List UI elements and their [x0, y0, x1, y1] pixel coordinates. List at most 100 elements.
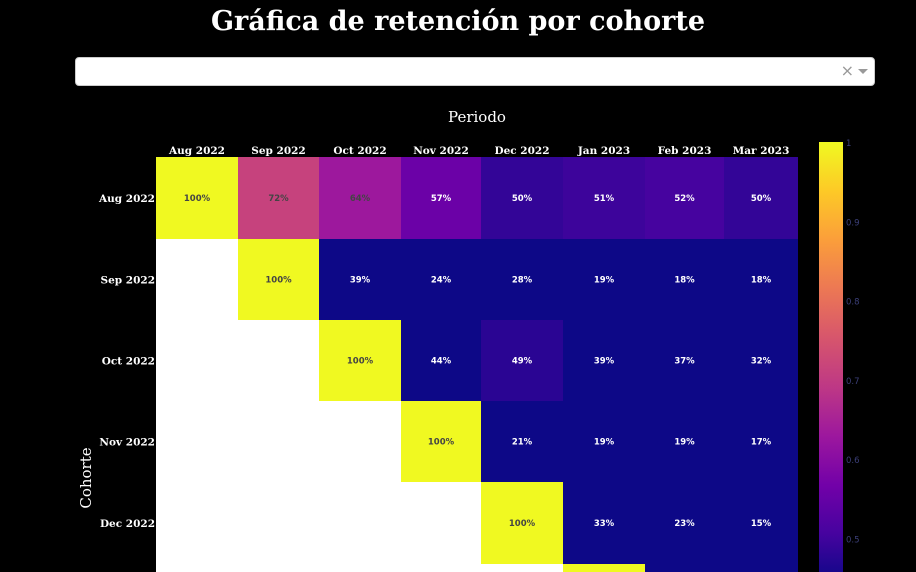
colorbar-tick-label: 0.5 — [846, 536, 860, 546]
x-tick-label: Mar 2023 — [733, 145, 790, 157]
colorbar-tick-label: 0.9 — [846, 218, 860, 228]
cell-value-label: 72% — [268, 194, 289, 204]
y-tick-label: Sep 2022 — [101, 275, 155, 287]
heatmap-cell — [724, 482, 798, 564]
x-axis-ticks: Aug 2022 Sep 2022 Oct 2022 Nov 2022 Dec 2022… — [168, 145, 789, 157]
heatmap-cell — [238, 482, 319, 564]
cell-value-label: 100% — [509, 519, 536, 529]
cell-value-label: 15% — [751, 519, 772, 529]
cell-value-label: 33% — [594, 519, 615, 529]
colorbar-tick-label: 0.7 — [846, 377, 860, 387]
heatmap-cell — [481, 482, 563, 564]
heatmap-cell — [156, 564, 238, 572]
heatmap-cell — [238, 564, 319, 572]
heatmap-cell — [645, 564, 724, 572]
cell-value-label: 19% — [674, 438, 695, 448]
heatmap-cell — [481, 320, 563, 401]
heatmap-cell — [156, 320, 238, 401]
cell-value-label: 32% — [751, 357, 772, 367]
heatmap-cell — [319, 482, 401, 564]
heatmap-cell — [156, 239, 238, 320]
cell-value-label: 100% — [347, 357, 374, 367]
heatmap-cell — [645, 320, 724, 401]
cell-value-label: 18% — [751, 276, 772, 286]
cell-value-label: 24% — [431, 276, 452, 286]
cell-value-label: 39% — [350, 276, 371, 286]
heatmap-cell — [481, 239, 563, 320]
cell-value-label: 19% — [594, 276, 615, 286]
colorbar-tick-label: 0.8 — [846, 298, 860, 308]
cell-value-label: 37% — [674, 357, 695, 367]
heatmap-cell — [319, 564, 401, 572]
heatmap-cell — [319, 401, 401, 482]
cell-value-label: 64% — [350, 194, 371, 204]
colorbar-tick-label: 1 — [846, 139, 851, 149]
x-tick-label: Oct 2022 — [333, 145, 386, 157]
x-tick-label: Jan 2023 — [577, 145, 630, 157]
heatmap-cell — [563, 320, 645, 401]
cell-value-label: 50% — [751, 194, 772, 204]
heatmap-cell — [401, 564, 481, 572]
y-tick-label: Aug 2022 — [98, 193, 155, 205]
heatmap-cell — [645, 482, 724, 564]
heatmap-cell — [156, 157, 238, 239]
heatmap-cell — [238, 157, 319, 239]
heatmap-cell — [724, 157, 798, 239]
heatmap-cell — [319, 320, 401, 401]
heatmap-cell — [401, 239, 481, 320]
heatmap-cell — [481, 564, 563, 572]
heatmap-cell — [401, 157, 481, 239]
x-tick-label: Aug 2022 — [168, 145, 225, 157]
cell-value-label: 52% — [674, 194, 695, 204]
cell-value-label: 39% — [594, 357, 615, 367]
heatmap-cell — [319, 239, 401, 320]
chart-title: Gráfica de retención por cohorte — [210, 6, 706, 37]
x-tick-label: Dec 2022 — [494, 145, 549, 157]
cohort-dropdown[interactable]: × — [75, 57, 875, 86]
heatmap-cell-labels: 100% 72% 64% 57% 50% 51% 52% 50% 100% 39% 24% 28% 19… — [184, 194, 772, 529]
heatmap-cell — [401, 320, 481, 401]
clear-icon[interactable]: × — [840, 61, 854, 80]
heatmap-cell — [563, 482, 645, 564]
y-tick-label: Oct 2022 — [102, 356, 155, 368]
heatmap-cell — [724, 564, 798, 572]
y-axis-ticks: Aug 2022 Sep 2022 Oct 2022 Nov 2022 Dec 2022 — [98, 193, 155, 530]
colorbar: 1 0.9 0.8 0.7 0.6 0.5 — [819, 139, 860, 572]
heatmap-cell — [401, 482, 481, 564]
x-tick-label: Nov 2022 — [413, 145, 469, 157]
heatmap-cell — [156, 482, 238, 564]
heatmap-cell — [481, 401, 563, 482]
y-tick-label: Dec 2022 — [100, 518, 155, 530]
heatmap-cell — [401, 401, 481, 482]
x-axis-title: Periodo — [448, 108, 506, 126]
cell-value-label: 50% — [512, 194, 533, 204]
colorbar-gradient — [819, 142, 843, 572]
heatmap-cells — [156, 157, 798, 572]
colorbar-tick-label: 0.6 — [846, 456, 860, 466]
cell-value-label: 49% — [512, 357, 533, 367]
cell-value-label: 23% — [674, 519, 695, 529]
heatmap-cell — [563, 239, 645, 320]
cell-value-label: 51% — [594, 194, 615, 204]
cell-value-label: 57% — [431, 194, 452, 204]
heatmap-cell — [645, 401, 724, 482]
cell-value-label: 19% — [594, 438, 615, 448]
heatmap-cell — [319, 157, 401, 239]
heatmap-cell — [645, 157, 724, 239]
heatmap-cell — [724, 239, 798, 320]
heatmap-cell — [563, 157, 645, 239]
heatmap-cell — [156, 401, 238, 482]
x-tick-label: Feb 2023 — [658, 145, 712, 157]
cell-value-label: 18% — [674, 276, 695, 286]
cell-value-label: 100% — [265, 276, 292, 286]
heatmap-cell — [645, 239, 724, 320]
heatmap-cell — [238, 239, 319, 320]
heatmap-cell — [724, 320, 798, 401]
heatmap-cell — [238, 401, 319, 482]
heatmap-cell — [481, 157, 563, 239]
chevron-down-icon[interactable] — [858, 69, 868, 74]
cell-value-label: 28% — [512, 276, 533, 286]
cell-value-label: 17% — [751, 438, 772, 448]
heatmap-cell — [563, 564, 645, 572]
